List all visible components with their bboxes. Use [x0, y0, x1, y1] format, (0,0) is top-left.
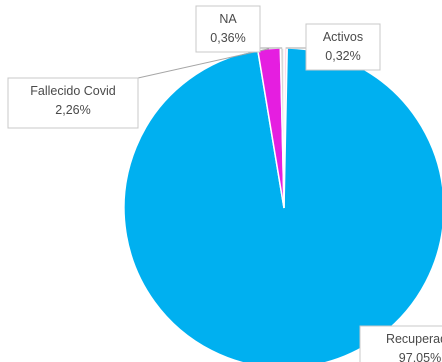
data-labels: Activos 0,32% Recuperado 97,05% Fallecido Co…: [7, 5, 442, 362]
data-label-fallecido-covid: Fallecido Covid 2,26%: [7, 48, 270, 129]
leader-line-fallecido-covid: [137, 48, 270, 79]
data-label-value: 0,36%: [210, 31, 245, 45]
data-label-category: NA: [219, 12, 237, 26]
data-label-value: 2,26%: [55, 103, 90, 117]
data-label-value: 97,05%: [399, 351, 441, 362]
pie-slices: [123, 47, 442, 362]
data-label-value: 0,32%: [325, 49, 360, 63]
data-label-activos: Activos 0,32%: [285, 23, 381, 71]
data-label-box: [359, 325, 442, 362]
data-label-box: [195, 5, 261, 53]
data-label-category: Recuperado: [386, 332, 442, 346]
data-label-category: Fallecido Covid: [30, 84, 116, 98]
data-label-category: Activos: [323, 30, 363, 44]
data-label-box: [305, 23, 381, 71]
data-label-box: [7, 77, 139, 129]
data-label-recuperado: Recuperado 97,05%: [359, 325, 442, 362]
data-label-na: NA 0,36%: [195, 5, 283, 53]
